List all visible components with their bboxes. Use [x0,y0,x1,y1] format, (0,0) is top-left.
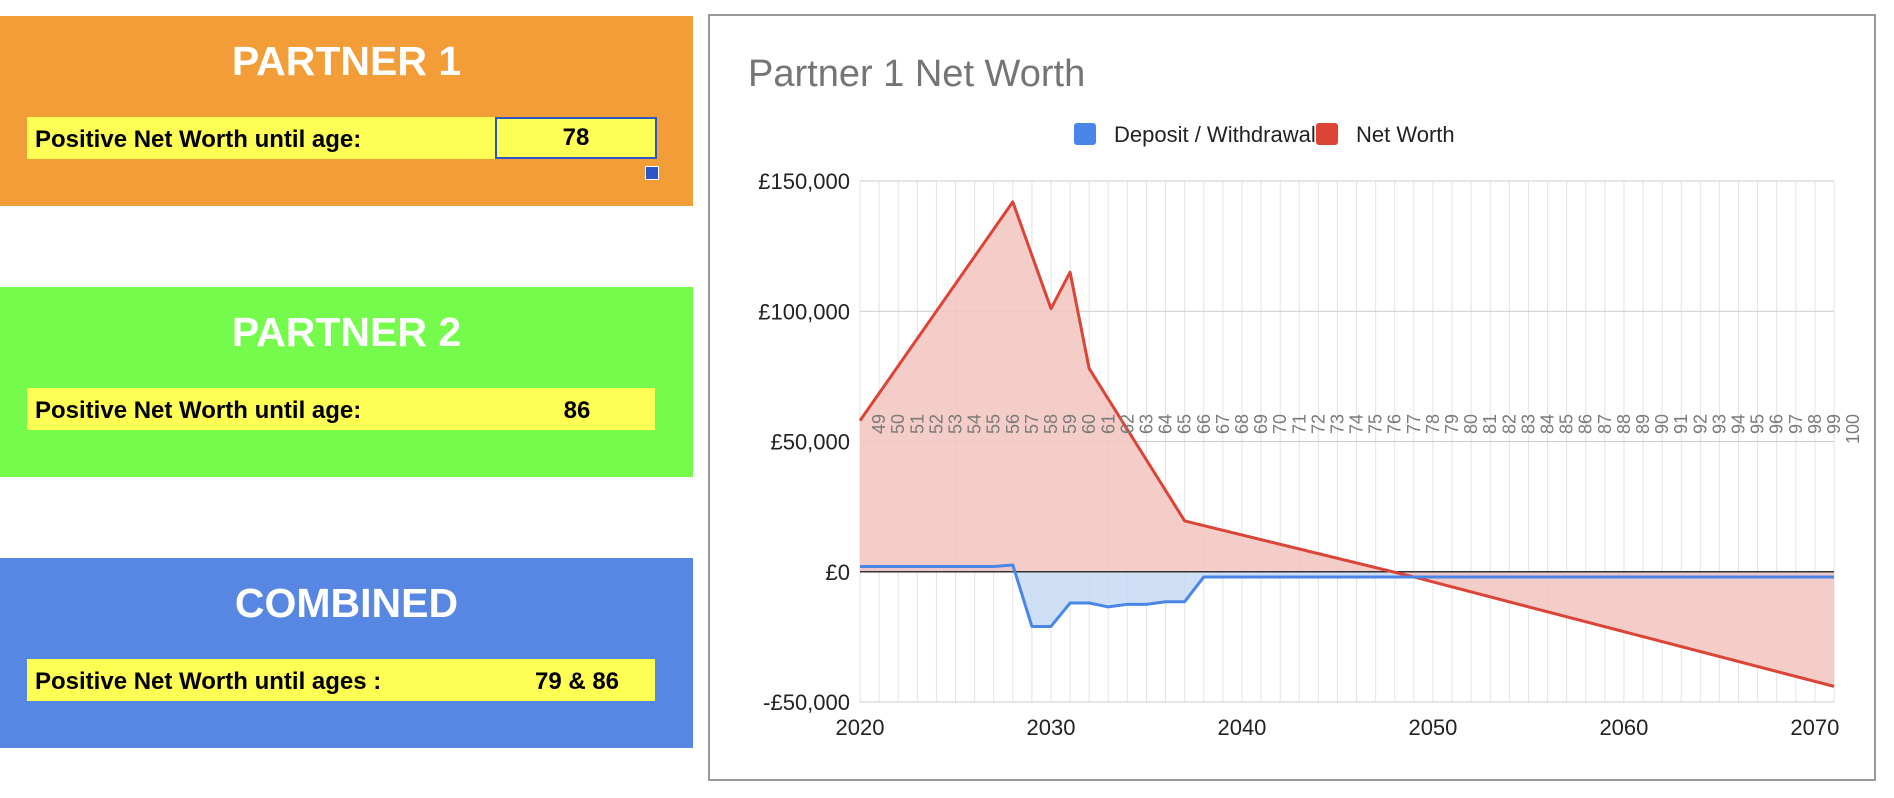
age-label: 53 [945,414,965,434]
age-label: 89 [1633,414,1653,434]
x-tick-label: 2040 [1217,715,1266,740]
age-label: 49 [869,414,889,434]
net-worth-label: Positive Net Worth until age: [35,397,362,424]
x-tick-label: 2070 [1790,715,1839,740]
combined-panel: COMBINED Positive Net Worth until ages :… [0,558,693,748]
age-label: 93 [1709,414,1729,434]
age-label: 51 [907,414,927,434]
age-label: 91 [1671,414,1691,434]
area-net-worth [860,201,1834,687]
age-label: 60 [1079,414,1099,434]
age-label: 54 [965,414,985,434]
y-tick-label: £50,000 [770,430,850,455]
y-axis: -£50,000 £0 £50,000 £100,000 £150,000 [758,169,850,715]
x-tick-label: 2060 [1599,715,1648,740]
x-tick-label: 2050 [1408,715,1457,740]
legend-swatch [1316,123,1338,145]
net-worth-label: Positive Net Worth until ages : [35,668,382,695]
chart-canvas: Partner 1 Net Worth Deposit / Withdrawal… [748,53,1863,740]
age-label: 63 [1136,414,1156,434]
age-label: 88 [1614,414,1634,434]
age-label: 79 [1442,414,1462,434]
x-axis: 2020 2030 2040 2050 2060 2070 [836,715,1840,740]
net-worth-age-cell[interactable]: 86 [563,397,591,424]
panel-title: PARTNER 2 [231,309,462,355]
legend-swatch [1074,123,1096,145]
age-label: 80 [1461,414,1481,434]
age-label: 50 [888,414,908,434]
chart-legend[interactable]: Deposit / Withdrawal Net Worth [1074,122,1455,147]
chart-areas [860,201,1834,687]
chart-title: Partner 1 Net Worth [748,53,1085,95]
age-label: 66 [1194,414,1214,434]
legend-label: Net Worth [1356,122,1455,147]
legend-label: Deposit / Withdrawal [1114,122,1316,147]
age-label: 74 [1347,414,1367,434]
age-label: 68 [1232,414,1252,434]
series-line-deposit-withdrawal [860,563,1834,628]
net-worth-age-cell[interactable]: 78 [495,117,657,159]
age-label: 73 [1327,414,1347,434]
age-label: 75 [1366,414,1386,434]
age-label: 83 [1518,414,1538,434]
age-label: 78 [1423,414,1443,434]
age-label: 98 [1805,414,1825,434]
age-label: 85 [1557,414,1577,434]
age-label: 81 [1480,414,1500,434]
age-label: 56 [1003,414,1023,434]
age-label: 70 [1270,414,1290,434]
y-tick-label: £150,000 [758,169,850,194]
partner-2-panel: PARTNER 2 Positive Net Worth until age: … [0,287,693,477]
age-label: 99 [1824,414,1844,434]
age-label: 84 [1538,414,1558,434]
age-label: 61 [1098,414,1118,434]
age-label: 69 [1251,414,1271,434]
x-tick-label: 2020 [836,715,885,740]
y-tick-label: £100,000 [758,299,850,324]
net-worth-row: Positive Net Worth until age: 78 [27,117,657,159]
panel-title: PARTNER 1 [231,38,462,84]
age-label: 90 [1652,414,1672,434]
age-label: 65 [1175,414,1195,434]
net-worth-label: Positive Net Worth until age: [35,126,362,153]
y-tick-label: £0 [826,560,850,585]
age-label: 76 [1385,414,1405,434]
cell-fill-handle[interactable] [645,166,659,180]
age-label: 64 [1156,414,1176,434]
age-label: 57 [1022,414,1042,434]
x-tick-label: 2030 [1027,715,1076,740]
age-label: 77 [1404,414,1424,434]
area-deposit-withdrawal [860,564,1834,627]
age-label: 87 [1595,414,1615,434]
age-label: 59 [1060,414,1080,434]
age-label: 82 [1499,414,1519,434]
net-worth-row: Positive Net Worth until ages : 79 & 86 [27,659,655,701]
age-label: 97 [1786,414,1806,434]
age-label: 92 [1690,414,1710,434]
panel-title: COMBINED [234,580,459,626]
partner-1-panel: PARTNER 1 Positive Net Worth until age: … [0,16,693,206]
age-labels: 49 50 51 52 53 54 55 56 57 58 59 60 61 62 63 64 65 66 67 68… [869,414,1863,444]
age-label: 95 [1748,414,1768,434]
age-label: 100 [1843,414,1863,444]
age-label: 71 [1289,414,1309,434]
net-worth-row: Positive Net Worth until age: 86 [27,388,655,430]
net-worth-age-cell[interactable]: 79 & 86 [534,668,620,695]
age-label: 96 [1767,414,1787,434]
net-worth-chart[interactable]: Partner 1 Net Worth Deposit / Withdrawal… [708,14,1876,781]
y-tick-label: -£50,000 [763,690,850,715]
age-label: 72 [1308,414,1328,434]
age-label: 94 [1729,414,1749,434]
age-label: 86 [1576,414,1596,434]
age-label: 55 [984,414,1004,434]
age-label: 62 [1117,414,1137,434]
age-label: 52 [926,414,946,434]
series-line-net-worth [858,200,1835,688]
age-label: 58 [1041,414,1061,434]
age-label: 67 [1213,414,1233,434]
chart-lines [858,200,1835,688]
